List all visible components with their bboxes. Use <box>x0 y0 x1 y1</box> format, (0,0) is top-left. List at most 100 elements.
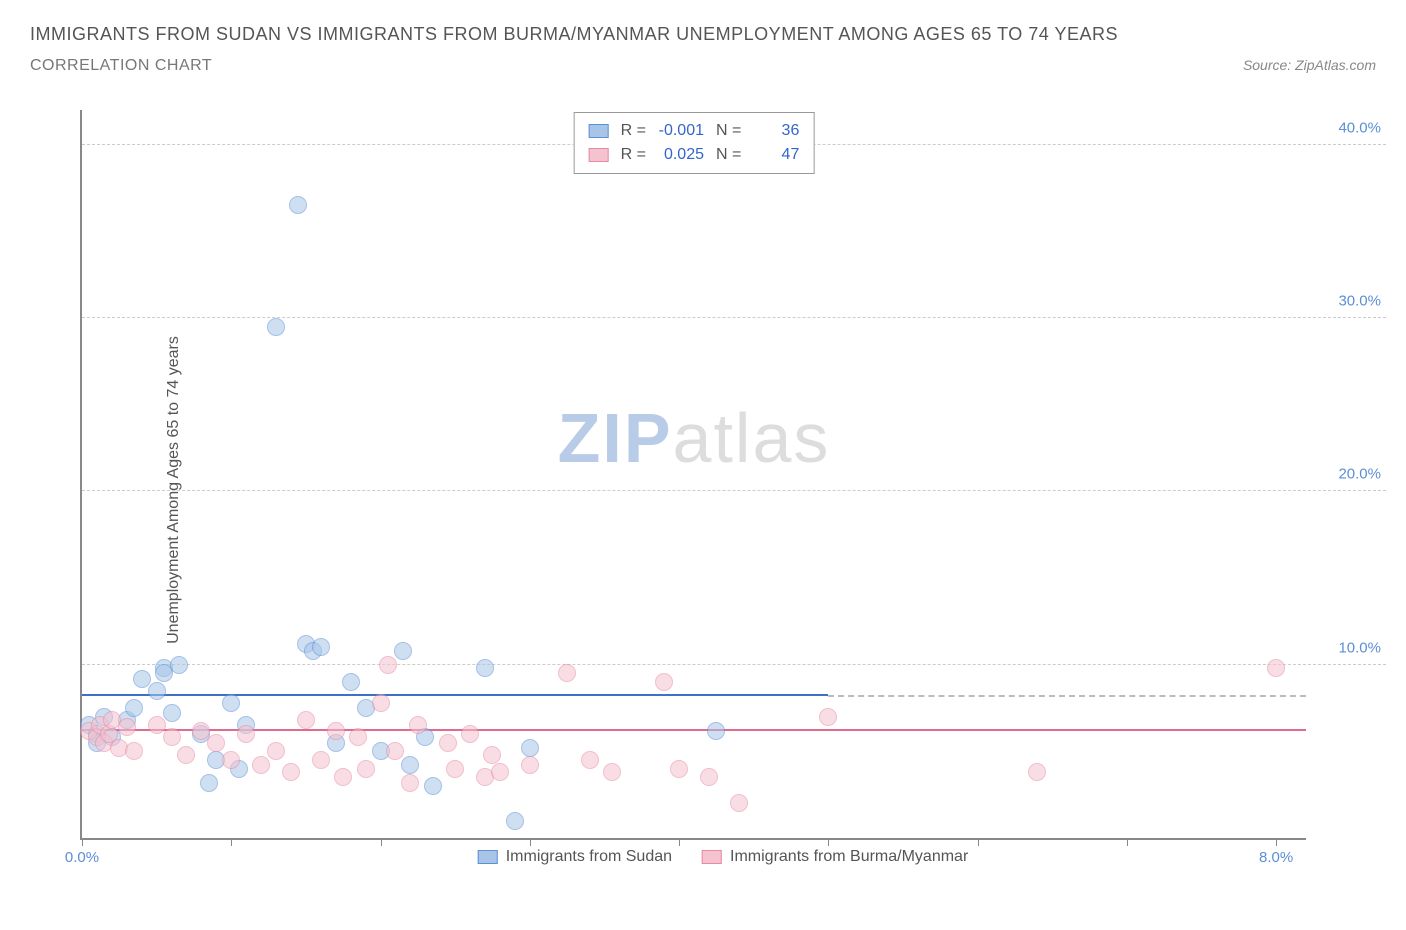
scatter-point <box>222 751 240 769</box>
chart-header: IMMIGRANTS FROM SUDAN VS IMMIGRANTS FROM… <box>0 0 1406 85</box>
chart-subtitle: CORRELATION CHART <box>30 57 212 75</box>
scatter-point <box>312 751 330 769</box>
scatter-point <box>670 760 688 778</box>
x-tick <box>381 838 382 846</box>
legend-swatch-sudan <box>589 124 609 138</box>
trend-line <box>82 729 1306 731</box>
scatter-point <box>446 760 464 778</box>
scatter-point <box>133 670 151 688</box>
scatter-point <box>312 638 330 656</box>
scatter-point <box>118 718 136 736</box>
scatter-point <box>401 756 419 774</box>
legend-stats: R = -0.001 N = 36 R = 0.025 N = 47 <box>574 112 815 174</box>
n-label: N = <box>716 119 741 143</box>
scatter-point <box>394 642 412 660</box>
x-tick <box>1127 838 1128 846</box>
scatter-point <box>125 742 143 760</box>
legend-label-burma: Immigrants from Burma/Myanmar <box>730 848 968 866</box>
scatter-point <box>192 722 210 740</box>
x-tick-label: 0.0% <box>65 849 99 866</box>
grid-line <box>82 490 1386 491</box>
scatter-point <box>200 774 218 792</box>
scatter-point <box>1028 763 1046 781</box>
scatter-point <box>267 318 285 336</box>
scatter-point <box>163 728 181 746</box>
x-tick <box>530 838 531 846</box>
trend-line <box>82 694 828 696</box>
r-value-burma: 0.025 <box>654 143 704 167</box>
watermark: ZIPatlas <box>558 398 831 478</box>
legend-swatch-burma-2 <box>702 850 722 864</box>
scatter-point <box>267 742 285 760</box>
scatter-point <box>222 694 240 712</box>
scatter-point <box>357 760 375 778</box>
scatter-point <box>349 728 367 746</box>
y-tick-label: 20.0% <box>1338 466 1381 483</box>
scatter-point <box>386 742 404 760</box>
watermark-zip: ZIP <box>558 399 673 477</box>
scatter-point <box>282 763 300 781</box>
legend-swatch-burma <box>589 148 609 162</box>
scatter-point <box>461 725 479 743</box>
scatter-point <box>163 704 181 722</box>
scatter-point <box>289 196 307 214</box>
scatter-point <box>334 768 352 786</box>
n-value-sudan: 36 <box>749 119 799 143</box>
scatter-point <box>297 711 315 729</box>
scatter-point <box>506 812 524 830</box>
x-tick <box>679 838 680 846</box>
scatter-point <box>581 751 599 769</box>
scatter-point <box>401 774 419 792</box>
legend-item-burma: Immigrants from Burma/Myanmar <box>702 848 968 866</box>
scatter-point <box>409 716 427 734</box>
scatter-point <box>1267 659 1285 677</box>
y-tick-label: 10.0% <box>1338 639 1381 656</box>
legend-stats-row-1: R = -0.001 N = 36 <box>589 119 800 143</box>
n-label-2: N = <box>716 143 741 167</box>
scatter-point <box>521 739 539 757</box>
scatter-point <box>707 722 725 740</box>
scatter-point <box>155 664 173 682</box>
chart-title: IMMIGRANTS FROM SUDAN VS IMMIGRANTS FROM… <box>30 20 1376 49</box>
scatter-point <box>148 716 166 734</box>
grid-line <box>82 664 1386 665</box>
x-tick <box>82 838 83 846</box>
x-tick <box>978 838 979 846</box>
x-tick <box>231 838 232 846</box>
subtitle-row: CORRELATION CHART Source: ZipAtlas.com <box>30 57 1376 75</box>
scatter-point <box>476 659 494 677</box>
n-value-burma: 47 <box>749 143 799 167</box>
scatter-point <box>125 699 143 717</box>
chart-container: Unemployment Among Ages 65 to 74 years Z… <box>60 110 1386 870</box>
chart-source: Source: ZipAtlas.com <box>1243 57 1376 73</box>
r-value-sudan: -0.001 <box>654 119 704 143</box>
legend-series: Immigrants from Sudan Immigrants from Bu… <box>478 848 969 866</box>
legend-swatch-sudan-2 <box>478 850 498 864</box>
legend-item-sudan: Immigrants from Sudan <box>478 848 672 866</box>
r-label: R = <box>621 119 646 143</box>
scatter-point <box>252 756 270 774</box>
r-label-2: R = <box>621 143 646 167</box>
scatter-point <box>207 734 225 752</box>
scatter-point <box>439 734 457 752</box>
watermark-atlas: atlas <box>673 399 831 477</box>
plot-area: ZIPatlas R = -0.001 N = 36 R = 0.025 N =… <box>80 110 1306 840</box>
x-tick <box>1276 838 1277 846</box>
x-tick <box>828 838 829 846</box>
scatter-point <box>655 673 673 691</box>
scatter-point <box>819 708 837 726</box>
scatter-point <box>483 746 501 764</box>
legend-label-sudan: Immigrants from Sudan <box>506 848 672 866</box>
scatter-point <box>491 763 509 781</box>
trend-line-extension <box>828 695 1306 697</box>
scatter-point <box>148 682 166 700</box>
scatter-point <box>379 656 397 674</box>
scatter-point <box>342 673 360 691</box>
y-tick-label: 30.0% <box>1338 293 1381 310</box>
scatter-point <box>372 694 390 712</box>
scatter-point <box>558 664 576 682</box>
scatter-point <box>730 794 748 812</box>
x-tick-label: 8.0% <box>1259 849 1293 866</box>
legend-stats-row-2: R = 0.025 N = 47 <box>589 143 800 167</box>
y-tick-label: 40.0% <box>1338 119 1381 136</box>
